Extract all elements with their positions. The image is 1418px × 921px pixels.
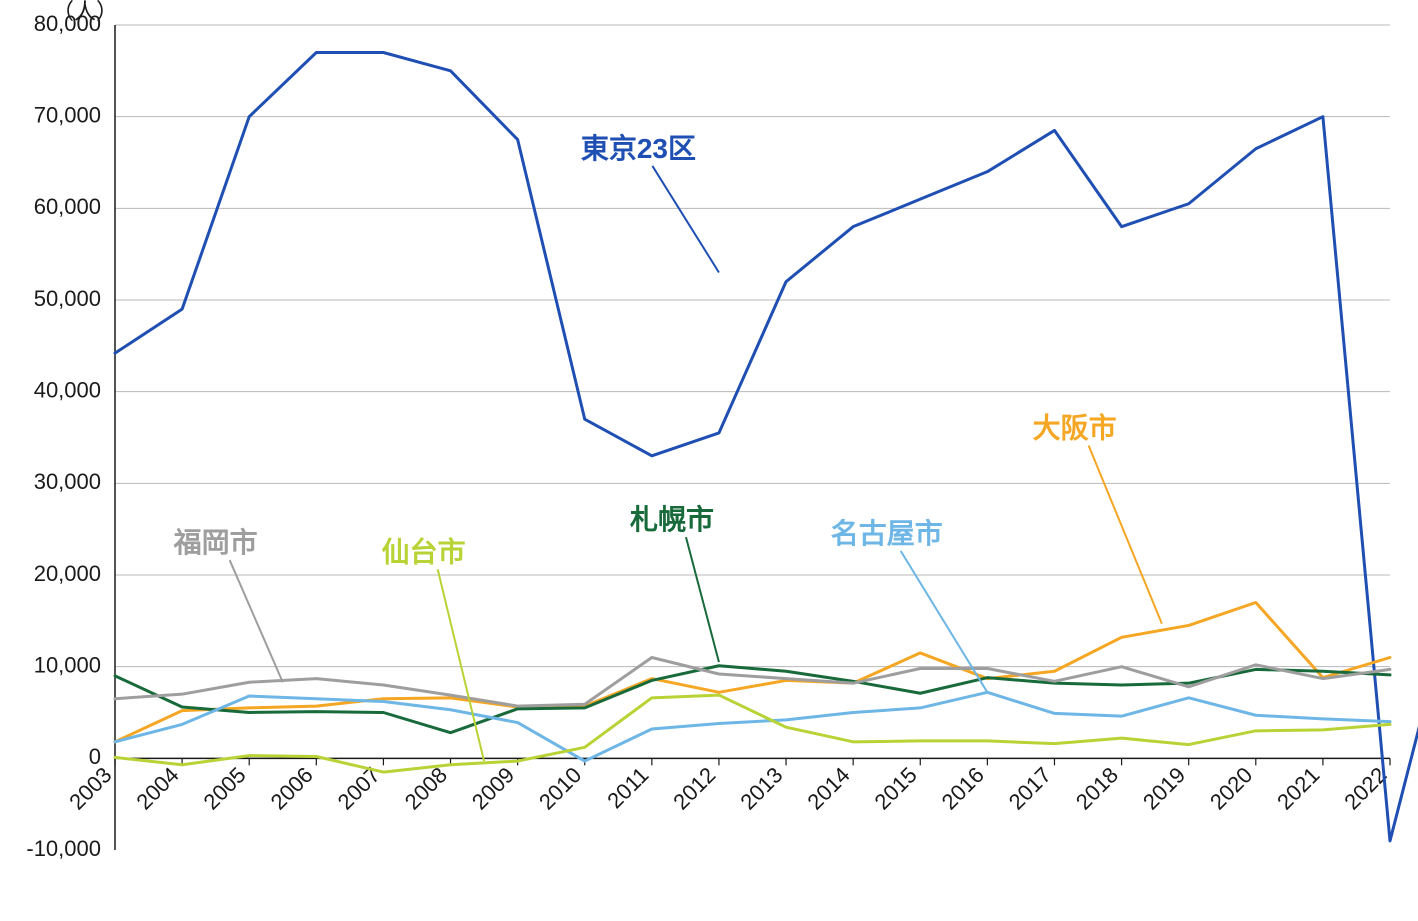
chart-svg: -10,000010,00020,00030,00040,00050,00060… (0, 0, 1418, 921)
y-tick-label: 30,000 (34, 469, 101, 494)
series-label: 名古屋市 (831, 517, 943, 549)
y-tick-label: 10,000 (34, 652, 101, 677)
series-label: 大阪市 (1033, 412, 1117, 444)
series-label: 札幌市 (630, 503, 714, 535)
series-label: 東京23区 (581, 132, 696, 164)
y-tick-label: 60,000 (34, 194, 101, 219)
series-label: 仙台市 (382, 535, 466, 567)
y-axis-unit: （人） (52, 0, 118, 24)
line-chart: -10,000010,00020,00030,00040,00050,00060… (0, 0, 1418, 921)
y-tick-label: 20,000 (34, 561, 101, 586)
y-tick-label: -10,000 (26, 836, 101, 861)
y-tick-label: 70,000 (34, 102, 101, 127)
y-tick-label: 40,000 (34, 377, 101, 402)
series-label: 福岡市 (173, 526, 258, 558)
y-tick-label: 50,000 (34, 286, 101, 311)
